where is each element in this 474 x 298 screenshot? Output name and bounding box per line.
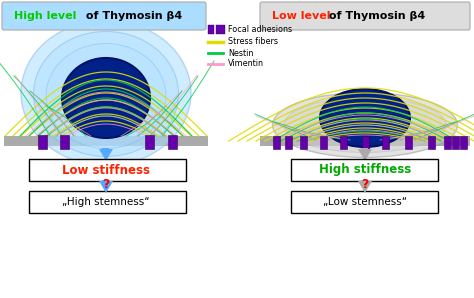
Text: High level: High level bbox=[14, 11, 76, 21]
Bar bbox=[382, 136, 389, 149]
Bar bbox=[216, 25, 225, 34]
Ellipse shape bbox=[46, 44, 166, 148]
Text: Vimentin: Vimentin bbox=[228, 60, 264, 69]
Polygon shape bbox=[358, 181, 372, 193]
Text: Focal adhesions: Focal adhesions bbox=[228, 25, 292, 34]
Bar bbox=[300, 136, 307, 149]
Text: High stiffness: High stiffness bbox=[319, 164, 411, 176]
Bar bbox=[145, 135, 154, 149]
Polygon shape bbox=[358, 149, 372, 161]
Bar bbox=[340, 136, 347, 149]
Bar bbox=[260, 136, 470, 146]
Bar bbox=[405, 136, 412, 149]
Text: Stress fibers: Stress fibers bbox=[228, 38, 278, 46]
Ellipse shape bbox=[284, 97, 446, 153]
Ellipse shape bbox=[34, 32, 179, 156]
Bar bbox=[362, 148, 368, 149]
Text: of Thymosin β4: of Thymosin β4 bbox=[82, 11, 182, 21]
Ellipse shape bbox=[273, 92, 457, 158]
Bar bbox=[444, 136, 451, 149]
Polygon shape bbox=[99, 149, 113, 161]
Bar bbox=[362, 180, 368, 181]
Bar bbox=[38, 135, 47, 149]
Bar bbox=[285, 136, 292, 149]
Text: „Low stemness“: „Low stemness“ bbox=[323, 197, 407, 207]
Text: Low level: Low level bbox=[272, 11, 330, 21]
FancyBboxPatch shape bbox=[2, 2, 206, 30]
Bar bbox=[460, 136, 467, 149]
Ellipse shape bbox=[320, 89, 410, 147]
FancyBboxPatch shape bbox=[29, 191, 186, 213]
Text: of Thymosin β4: of Thymosin β4 bbox=[325, 11, 425, 21]
Bar bbox=[102, 180, 109, 181]
Text: Nestin: Nestin bbox=[228, 49, 254, 58]
Ellipse shape bbox=[21, 21, 191, 165]
Bar bbox=[102, 148, 109, 149]
FancyBboxPatch shape bbox=[291, 159, 438, 181]
Polygon shape bbox=[99, 181, 113, 193]
Bar bbox=[428, 136, 435, 149]
Bar bbox=[60, 135, 69, 149]
Bar bbox=[452, 136, 459, 149]
Bar bbox=[168, 135, 177, 149]
FancyBboxPatch shape bbox=[260, 2, 470, 30]
Bar bbox=[362, 136, 369, 149]
FancyBboxPatch shape bbox=[29, 159, 186, 181]
Text: ?: ? bbox=[361, 178, 369, 191]
Ellipse shape bbox=[62, 58, 150, 138]
Text: „High stemness“: „High stemness“ bbox=[62, 197, 150, 207]
Bar bbox=[320, 136, 327, 149]
Bar bbox=[273, 136, 280, 149]
Bar bbox=[208, 25, 214, 34]
Bar bbox=[4, 136, 208, 146]
Text: Low stiffness: Low stiffness bbox=[62, 164, 150, 176]
Text: ?: ? bbox=[102, 178, 109, 191]
FancyBboxPatch shape bbox=[291, 191, 438, 213]
